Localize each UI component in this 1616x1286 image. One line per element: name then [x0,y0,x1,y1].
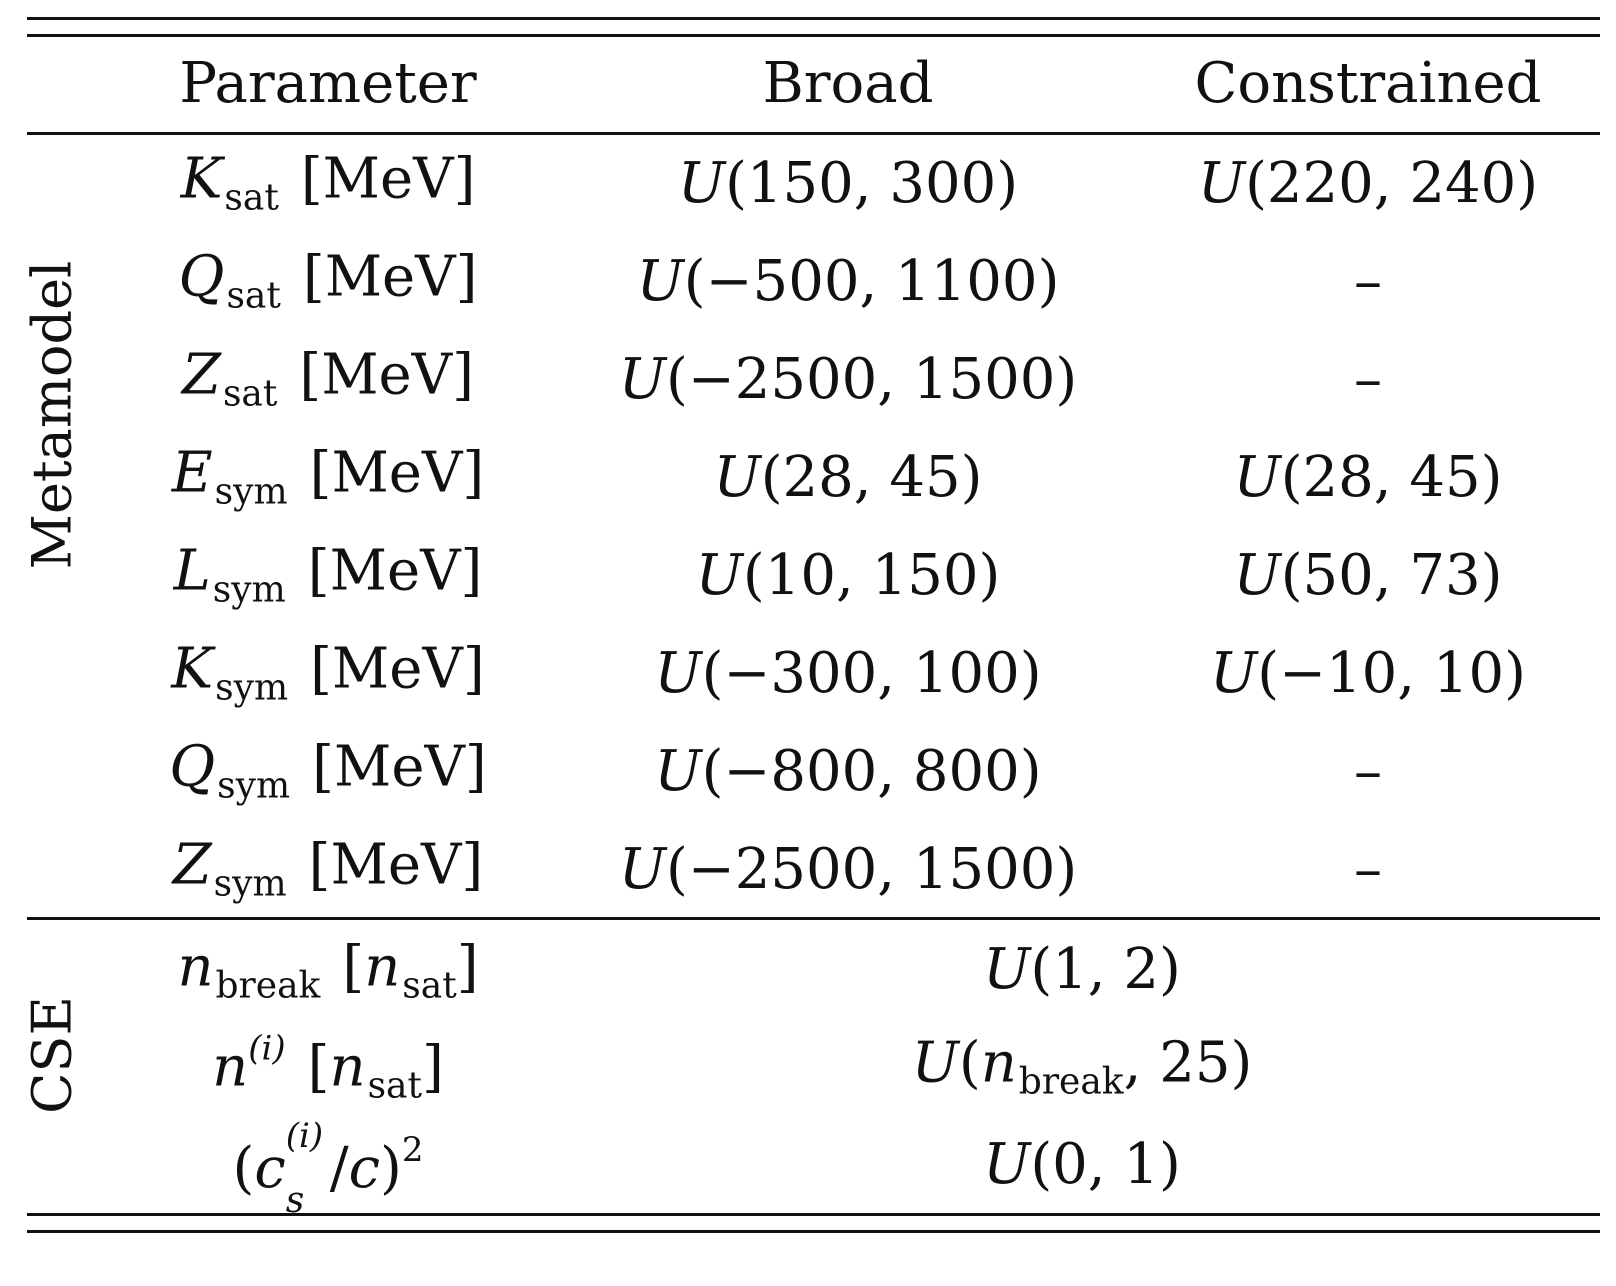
param-q-sat: Qsat [MeV] [178,244,478,317]
broad-z-sym: U(−2500, 1500) [618,837,1078,902]
constrained-e-sym: U(28, 45) [1233,445,1503,510]
param-q-sym: Qsym [MeV] [169,734,487,807]
param-k-sym: Ksym [MeV] [171,636,485,709]
constrained-q-sym: – [1354,739,1382,804]
header-constrained: Constrained [1194,51,1542,116]
value-n-i: U(nbreak, 25) [911,1030,1253,1103]
param-n-i: n(i) [nsat] [212,1028,444,1107]
constrained-k-sym: U(−10, 10) [1210,641,1526,706]
param-sound-speed: (c s (i)/c)2 [232,1116,424,1221]
param-k-sat: Ksat [MeV] [180,146,476,219]
constrained-z-sat: – [1354,347,1382,412]
group-label-cse: CSE [20,996,84,1114]
broad-k-sym: U(−300, 100) [654,641,1042,706]
param-n-break: nbreak [nsat] [177,934,479,1007]
group-label-metamodel: Metamodel [20,260,84,570]
group-rule [27,917,1600,920]
param-z-sat: Zsat [MeV] [182,342,474,415]
bottom-rule-1 [27,1213,1600,1216]
constrained-z-sym: – [1354,837,1382,902]
broad-q-sat: U(−500, 1100) [636,249,1060,314]
bottom-rule-2 [27,1230,1600,1233]
constrained-q-sat: – [1354,249,1382,314]
header-rule [27,132,1600,135]
value-sound-speed: U(0, 1) [983,1132,1181,1197]
constrained-l-sym: U(50, 73) [1233,543,1503,608]
header-broad: Broad [762,51,934,116]
broad-e-sym: U(28, 45) [713,445,983,510]
header-parameter: Parameter [179,51,477,116]
top-rule-1 [27,17,1600,20]
broad-l-sym: U(10, 150) [695,543,1001,608]
param-l-sym: Lsym [MeV] [173,538,483,611]
broad-q-sym: U(−800, 800) [654,739,1042,804]
broad-z-sat: U(−2500, 1500) [618,347,1078,412]
broad-k-sat: U(150, 300) [677,151,1019,216]
param-e-sym: Esym [MeV] [171,440,485,513]
value-n-break: U(1, 2) [983,937,1181,1002]
param-z-sym: Zsym [MeV] [172,832,484,905]
top-rule-2 [27,34,1600,37]
constrained-k-sat: U(220, 240) [1197,151,1539,216]
